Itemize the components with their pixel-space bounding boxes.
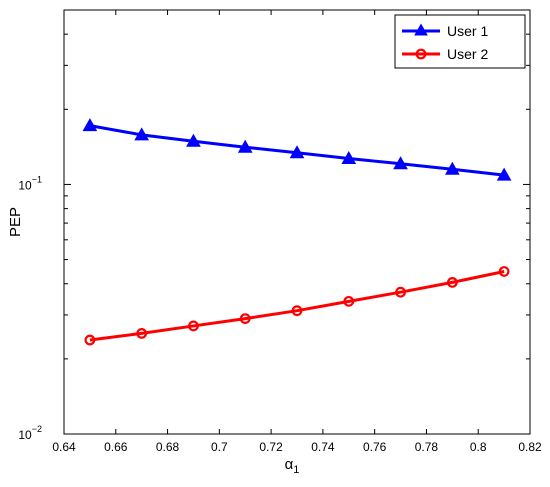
y-tick-label: 10−2 — [18, 424, 42, 442]
legend-marker-user-1 — [414, 23, 428, 36]
legend-label-user-2: User 2 — [447, 46, 488, 62]
x-tick-label: 0.76 — [363, 440, 387, 454]
minor-ticks — [64, 33, 530, 360]
data-point-user-2 — [239, 313, 251, 325]
y-axis-label: PEP — [7, 207, 24, 237]
plot-area — [63, 9, 531, 435]
x-tick-label: 0.72 — [259, 440, 283, 454]
x-axis-label: α1 — [285, 456, 300, 476]
data-point-user-2 — [291, 305, 303, 317]
x-axis-ticks: 0.64 0.66 0.68 0.7 0.72 0.74 0.76 0.78 0.8 0.82 — [52, 10, 542, 454]
legend-box — [394, 14, 526, 69]
x-tick-label: 0.8 — [470, 440, 487, 454]
legend: User 1 User 2 — [394, 14, 526, 69]
y-axis-ticks: 10−1 10−2 — [18, 174, 530, 442]
data-point-user-2 — [498, 266, 510, 277]
legend-marker-user-2 — [415, 48, 427, 60]
data-point-user-1 — [186, 133, 201, 147]
data-point-user-1 — [496, 167, 512, 181]
data-point-user-2 — [136, 327, 148, 339]
data-point-user-1 — [237, 139, 253, 153]
data-point-user-2 — [188, 320, 199, 332]
x-tick-label: 0.66 — [104, 440, 128, 454]
x-tick-label: 0.74 — [311, 440, 335, 454]
legend-label-user-1: User 1 — [447, 23, 488, 39]
data-point-user-1 — [341, 151, 357, 165]
series-layer — [82, 118, 512, 346]
x-tick-label: 0.7 — [211, 440, 228, 454]
data-point-user-2 — [446, 277, 458, 288]
data-point-user-2 — [395, 286, 406, 298]
data-point-user-1 — [393, 156, 408, 170]
data-point-user-1 — [134, 127, 150, 141]
x-tick-label: 0.78 — [415, 440, 439, 454]
data-point-user-1 — [289, 145, 305, 159]
data-point-user-1 — [444, 161, 460, 175]
y-tick-label: 10−1 — [18, 174, 42, 192]
series-line-user-2 — [89, 270, 505, 342]
x-tick-label: 0.82 — [518, 440, 542, 454]
data-point-user-1 — [82, 118, 98, 132]
data-point-user-2 — [343, 295, 355, 307]
data-point-user-2 — [84, 334, 96, 346]
x-tick-label: 0.68 — [156, 440, 180, 454]
x-tick-label: 0.64 — [52, 440, 76, 454]
